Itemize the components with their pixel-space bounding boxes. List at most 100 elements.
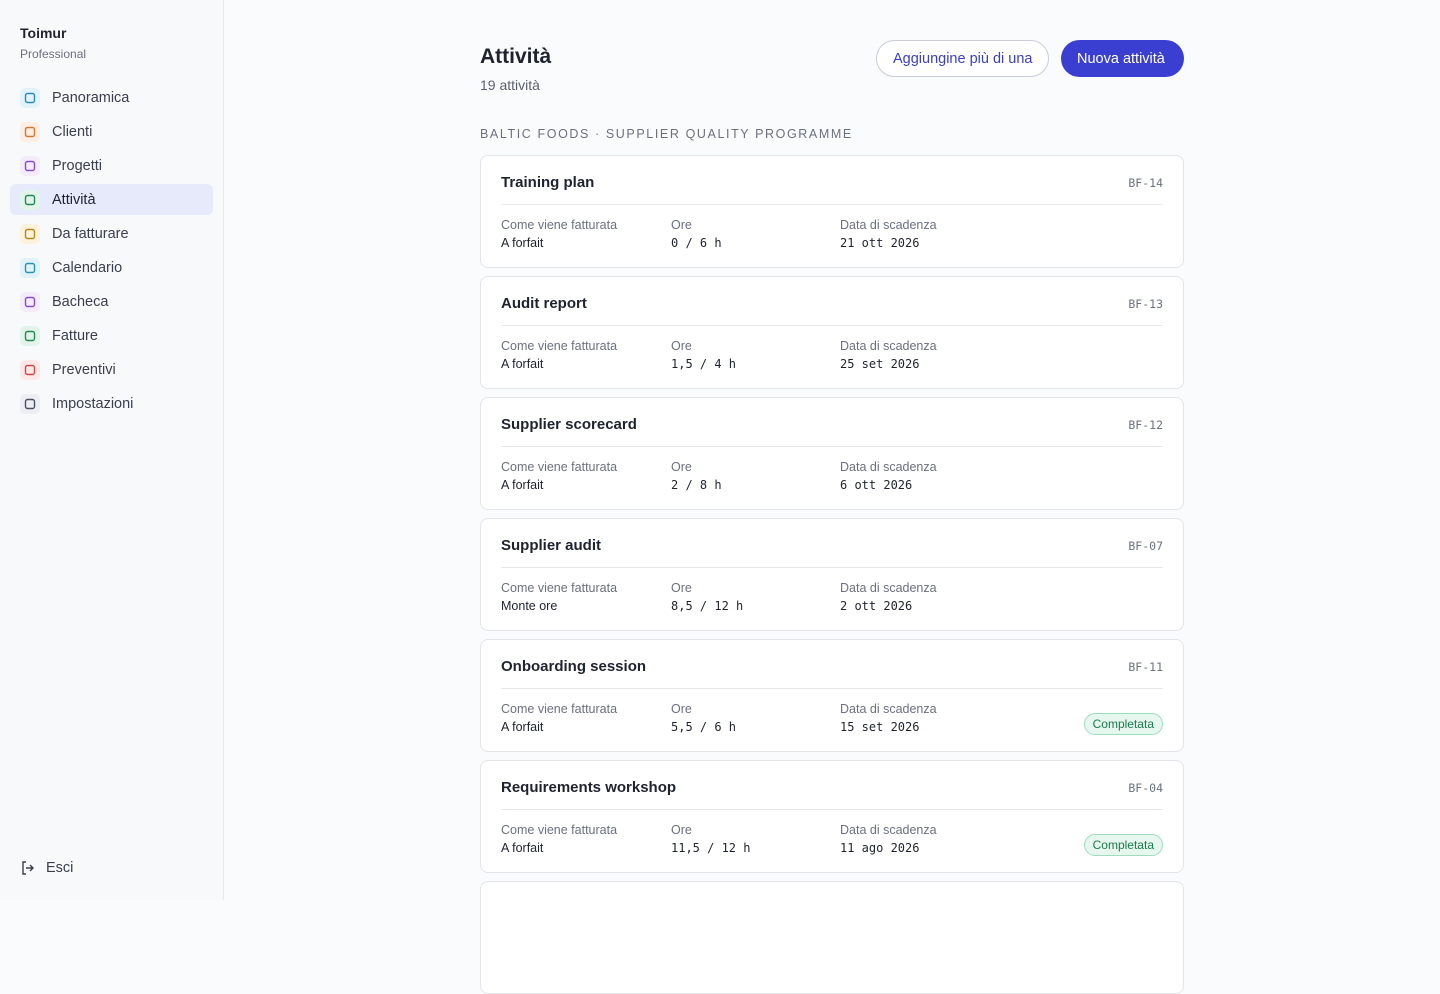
nav-label: Fatture — [52, 327, 98, 344]
field-value: 15 set 2026 — [840, 720, 920, 734]
field-value: 11 ago 2026 — [840, 841, 920, 855]
card-title: Onboarding session — [501, 658, 647, 675]
divider — [501, 325, 1163, 326]
nav-item[interactable]: Attività — [10, 184, 213, 215]
nav-item[interactable]: Bacheca — [10, 286, 213, 317]
field-label: Data di scadenza — [840, 460, 937, 474]
field-value: A forfait — [501, 478, 544, 492]
field-label: Ore — [671, 823, 692, 837]
nav-glyph — [24, 228, 36, 239]
card[interactable]: Training plan BF-14 Come viene fatturata A … — [480, 155, 1184, 268]
secondary-button[interactable]: Aggiungine più di una — [876, 40, 1050, 77]
primary-button[interactable]: Nuova attività — [1061, 40, 1184, 77]
nav-glyph — [24, 92, 36, 103]
nav-icon — [20, 223, 40, 244]
nav-item[interactable]: Impostazioni — [10, 388, 213, 419]
field-value: 5,5 / 6 h — [671, 720, 737, 734]
user-name: Toimur — [20, 25, 67, 41]
card-code: BF-07 — [1128, 539, 1163, 553]
field-value: A forfait — [501, 357, 544, 371]
card[interactable]: Requirements workshop BF-04 Come viene fat… — [480, 760, 1184, 873]
card[interactable]: Onboarding session BF-11 Come viene fattur… — [480, 639, 1184, 752]
field-label: Ore — [671, 460, 692, 474]
field-label: Come viene fatturata — [501, 218, 618, 232]
nav-item[interactable]: Progetti — [10, 150, 213, 181]
nav-glyph — [24, 296, 36, 307]
card[interactable] — [480, 881, 1184, 994]
nav-item[interactable]: Clienti — [10, 116, 213, 147]
nav-label: Da fatturare — [52, 225, 129, 242]
field-label: Come viene fatturata — [501, 581, 618, 595]
nav-label: Bacheca — [52, 293, 109, 310]
logout-label: Esci — [46, 860, 74, 876]
field-value: 11,5 / 12 h — [671, 841, 751, 855]
field-label: Ore — [671, 581, 692, 595]
field-value: A forfait — [501, 841, 544, 855]
nav-glyph — [24, 330, 36, 341]
card-title: Training plan — [501, 174, 595, 191]
field-label: Ore — [671, 218, 692, 232]
nav-item[interactable]: Da fatturare — [10, 218, 213, 249]
nav-item[interactable]: Preventivi — [10, 354, 213, 385]
card-code: BF-04 — [1128, 781, 1163, 795]
nav-icon — [20, 189, 40, 210]
card[interactable]: Supplier scorecard BF-12 Come viene fattur… — [480, 397, 1184, 510]
nav-glyph — [24, 126, 36, 137]
nav-label: Calendario — [52, 259, 123, 276]
divider — [501, 204, 1163, 205]
nav-icon — [20, 155, 40, 176]
field-value: 2 / 8 h — [671, 478, 722, 492]
nav-label: Progetti — [52, 157, 102, 174]
field-value: Monte ore — [501, 599, 558, 613]
field-label: Data di scadenza — [840, 823, 937, 837]
field-label: Come viene fatturata — [501, 823, 618, 837]
nav-icon — [20, 87, 40, 108]
nav-icon — [20, 291, 40, 312]
section-label: BALTIC FOODS · SUPPLIER QUALITY PROGRAMM… — [480, 127, 853, 141]
field-value: A forfait — [501, 236, 544, 250]
nav-icon — [20, 257, 40, 278]
card-code: BF-13 — [1128, 297, 1163, 311]
field-value: 8,5 / 12 h — [671, 599, 744, 613]
card[interactable]: Supplier audit BF-07 Come viene fatturata M… — [480, 518, 1184, 631]
field-value: 1,5 / 4 h — [671, 357, 737, 371]
nav-icon — [20, 121, 40, 142]
user-plan: Professional — [20, 47, 87, 61]
card[interactable]: Audit report BF-13 Come viene fatturata A f… — [480, 276, 1184, 389]
page-title: Attività — [480, 45, 552, 68]
page: Toimur Professional Panoramica Clienti Pro… — [0, 0, 1184, 994]
nav-item[interactable]: Panoramica — [10, 82, 213, 113]
nav-glyph — [24, 364, 36, 375]
divider — [501, 446, 1163, 447]
field-value: 25 set 2026 — [840, 357, 920, 371]
nav-label: Attività — [52, 191, 96, 208]
nav-icon — [20, 393, 40, 414]
nav-glyph — [24, 194, 36, 205]
sidebar: Toimur Professional Panoramica Clienti Pro… — [0, 0, 224, 900]
nav-item[interactable]: Calendario — [10, 252, 213, 283]
field-label: Data di scadenza — [840, 581, 937, 595]
nav-item[interactable]: Fatture — [10, 320, 213, 351]
field-value: 2 ott 2026 — [840, 599, 913, 613]
logout-icon — [22, 861, 34, 875]
card-title: Supplier audit — [501, 537, 602, 554]
field-value: 0 / 6 h — [671, 236, 722, 250]
nav-label: Clienti — [52, 123, 93, 140]
card-title: Requirements workshop — [501, 779, 677, 796]
field-label: Come viene fatturata — [501, 339, 618, 353]
field-value: 21 ott 2026 — [840, 236, 920, 250]
field-label: Come viene fatturata — [501, 702, 618, 716]
logout[interactable]: Esci — [20, 860, 73, 876]
field-label: Ore — [671, 702, 692, 716]
nav-label: Preventivi — [52, 361, 116, 378]
nav-label: Panoramica — [52, 89, 130, 106]
field-value: A forfait — [501, 720, 544, 734]
field-label: Data di scadenza — [840, 339, 937, 353]
field-value: 6 ott 2026 — [840, 478, 913, 492]
card-code: BF-14 — [1128, 176, 1163, 190]
field-label: Come viene fatturata — [501, 460, 618, 474]
nav-glyph — [24, 398, 36, 409]
field-label: Ore — [671, 339, 692, 353]
status-badge: Completata — [1083, 713, 1163, 735]
field-label: Data di scadenza — [840, 218, 937, 232]
